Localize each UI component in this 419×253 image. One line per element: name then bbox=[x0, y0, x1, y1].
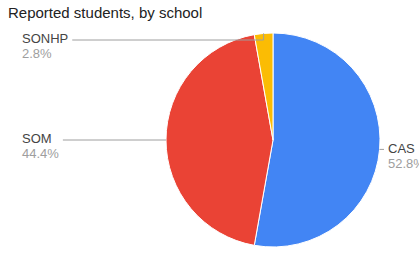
pie-labels: CAS52.8% SOM44.4% SONHP2.8% bbox=[22, 31, 419, 170]
slice-name: CAS bbox=[388, 141, 415, 156]
chart-svg: Reported students, by school CAS52.8% SOM4… bbox=[0, 0, 419, 253]
slice-value: 52.8% bbox=[388, 156, 419, 171]
leader-line bbox=[380, 149, 384, 150]
chart-container: Reported students, by school CAS52.8% SOM4… bbox=[0, 0, 419, 253]
pie-slice bbox=[254, 33, 380, 247]
slice-name: SOM bbox=[22, 131, 52, 146]
slice-name: SONHP bbox=[22, 31, 68, 46]
leader-line bbox=[72, 33, 263, 40]
pie-slices bbox=[166, 33, 380, 247]
chart-title: Reported students, by school bbox=[8, 4, 202, 21]
background bbox=[0, 0, 419, 253]
slice-value: 44.4% bbox=[22, 146, 59, 161]
leader-line bbox=[63, 140, 166, 141]
slice-value: 2.8% bbox=[22, 46, 52, 61]
pie-slice bbox=[166, 35, 273, 246]
pie-slice bbox=[254, 33, 273, 140]
